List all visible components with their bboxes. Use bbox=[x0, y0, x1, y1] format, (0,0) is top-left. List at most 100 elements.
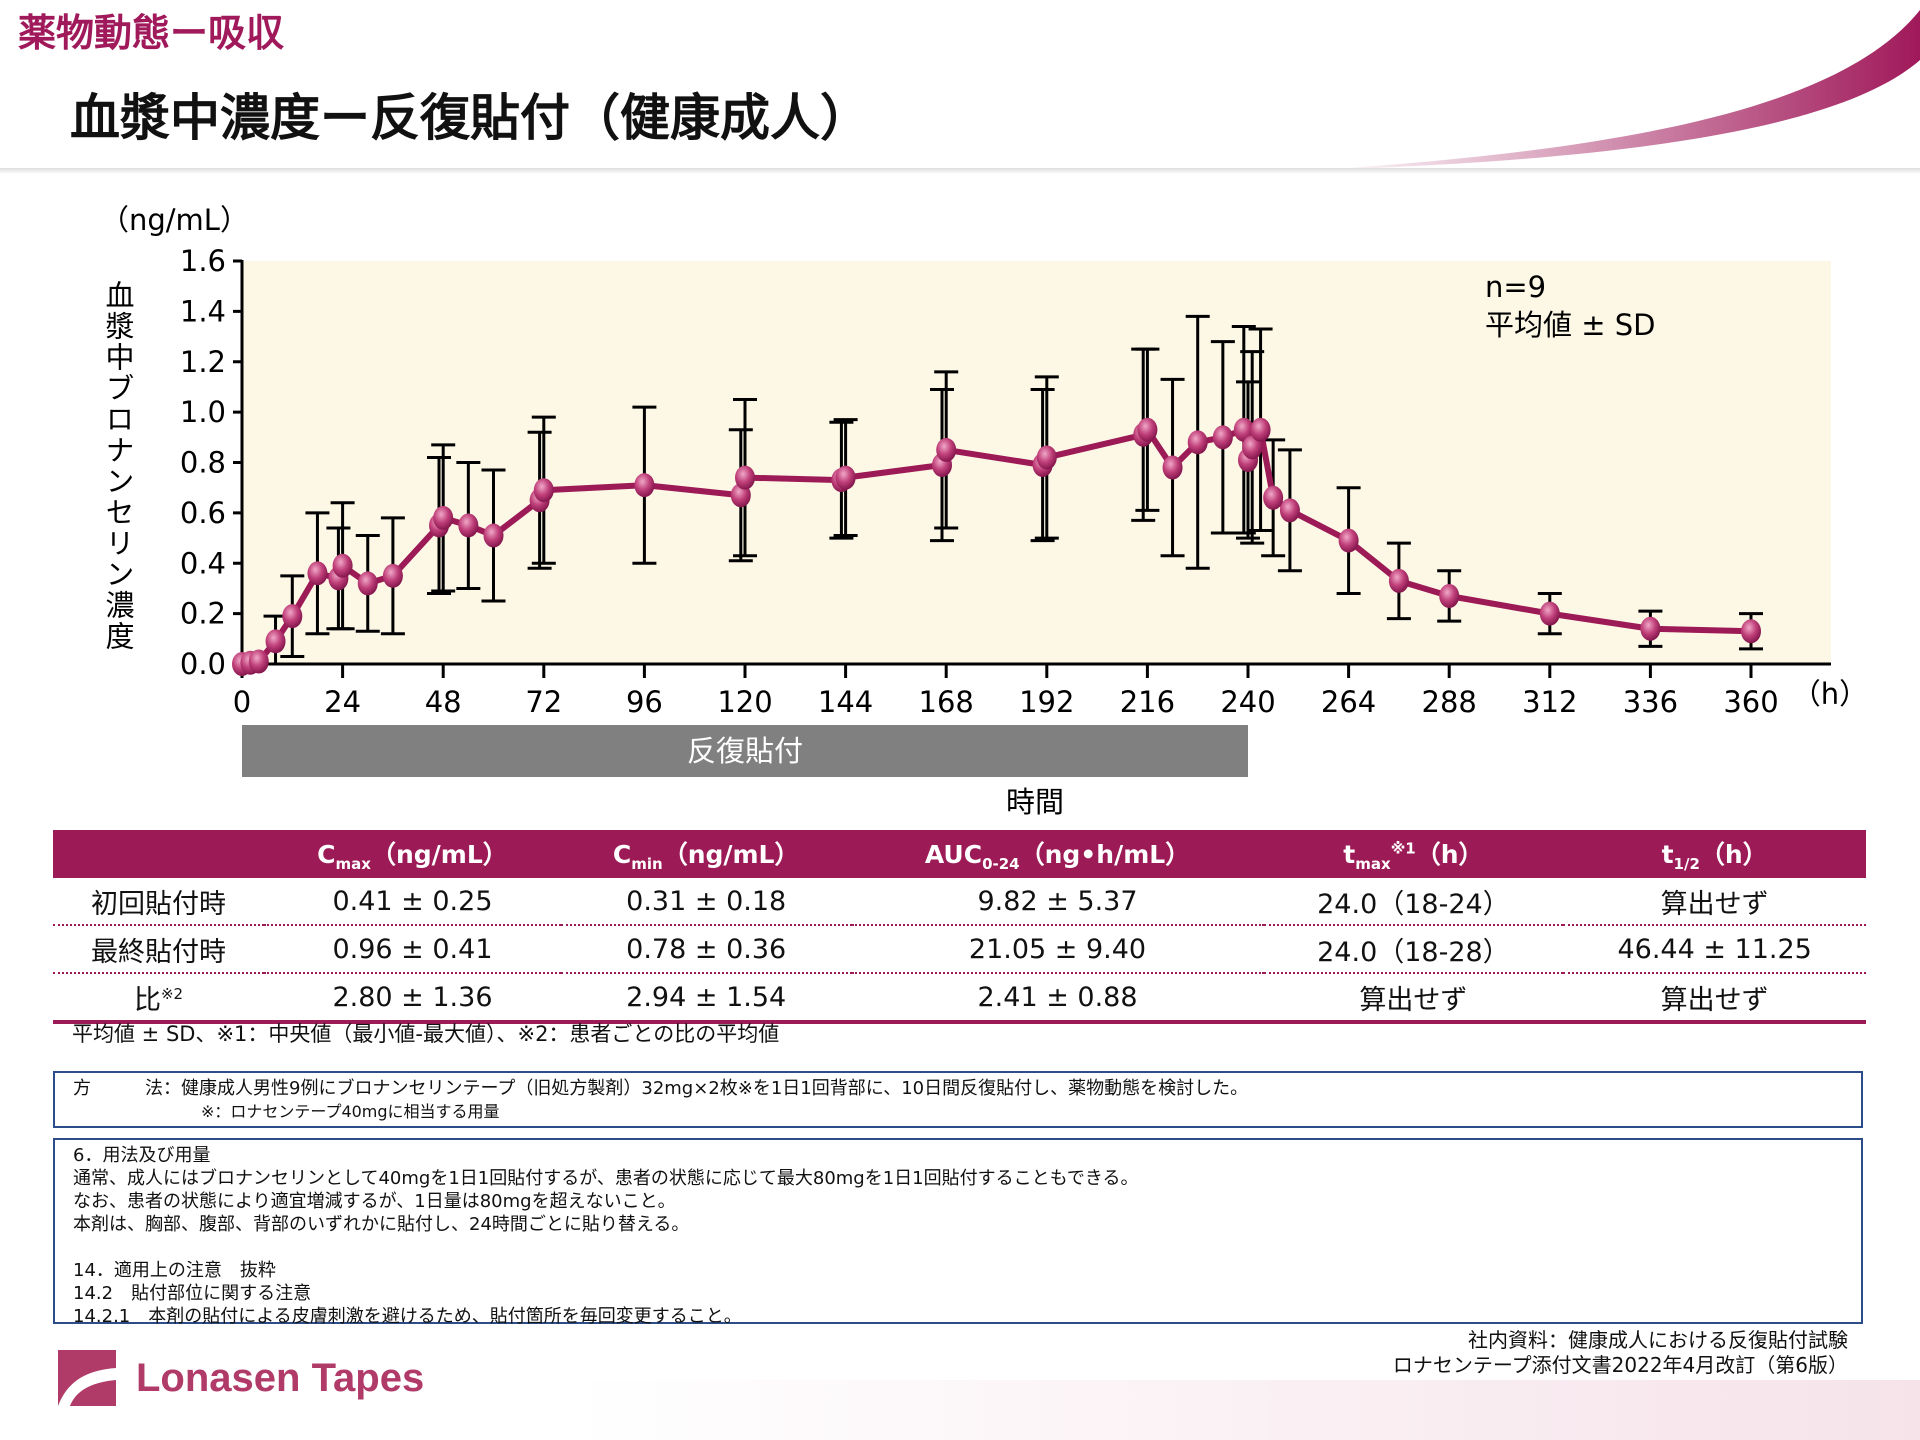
annotation-stat: 平均値 ± SD bbox=[1485, 308, 1655, 342]
table-row: 比※2 2.80 ± 1.36 2.94 ± 1.54 2.41 ± 0.88 算出せず… bbox=[53, 973, 1866, 1024]
dosage-box: 6．用法及び用量 通常、成人にはブロナンセリンとして40mgを1日1回貼付するが、… bbox=[53, 1138, 1863, 1327]
header-unit: （ng/mL） bbox=[370, 840, 508, 869]
y-tick-label: 1.0 bbox=[180, 395, 226, 429]
header-main: C bbox=[612, 840, 632, 869]
table-row: 最終貼付時 0.96 ± 0.41 0.78 ± 0.36 21.05 ± 9.40 2… bbox=[53, 925, 1866, 974]
x-tick-label: 216 bbox=[1120, 685, 1175, 719]
source-line: 社内資料：健康成人における反復貼付試験 bbox=[1468, 1328, 1848, 1352]
dosage-line: 14.2 貼付部位に関する注意 bbox=[73, 1283, 312, 1304]
pk-parameter-table: Cmax（ng/mL） Cmin（ng/mL） AUC0-24（ng•h/mL） tm… bbox=[53, 830, 1866, 1024]
y-tick-label: 0.8 bbox=[180, 446, 226, 480]
header-unit: （h） bbox=[1415, 840, 1484, 869]
x-tick-label: 312 bbox=[1522, 685, 1577, 719]
data-point bbox=[458, 513, 479, 538]
header-main: t bbox=[1343, 840, 1356, 869]
header-main: AUC bbox=[924, 840, 983, 869]
dosage-line bbox=[73, 1236, 1843, 1259]
column-header bbox=[53, 830, 265, 878]
data-point bbox=[248, 649, 269, 674]
data-point bbox=[634, 473, 655, 498]
x-tick-label: 48 bbox=[425, 685, 462, 719]
data-point bbox=[1137, 417, 1158, 442]
data-point bbox=[1741, 619, 1761, 644]
data-point bbox=[1233, 417, 1254, 442]
dosage-line: 通常、成人にはブロナンセリンとして40mgを1日1回貼付するが、患者の状態に応じ… bbox=[73, 1168, 1139, 1189]
method-note: ※：ロナセンテープ40mgに相当する用量 bbox=[201, 1102, 500, 1121]
y-axis-label: 血漿中ブロナンセリン濃度 bbox=[101, 280, 135, 652]
dosage-line: なお、患者の状態により適宜増減するが、1日量は80mgを超えないこと。 bbox=[73, 1191, 676, 1212]
column-header: Cmin（ng/mL） bbox=[560, 830, 852, 878]
data-point bbox=[1250, 417, 1271, 442]
data-point bbox=[1036, 445, 1057, 470]
y-unit: （ng/mL） bbox=[100, 203, 249, 237]
data-point bbox=[533, 478, 554, 503]
x-tick-label: 0 bbox=[233, 685, 251, 719]
x-tick-label: 360 bbox=[1723, 685, 1778, 719]
data-point bbox=[382, 563, 403, 588]
dosage-line: 14.2.1 本剤の貼付による皮膚刺激を避けるため、貼付箇所を毎回変更すること。 bbox=[73, 1306, 742, 1327]
table-cell: 算出せず bbox=[1563, 878, 1866, 926]
logo-mark-icon bbox=[58, 1350, 116, 1406]
column-header: t1/2（h） bbox=[1563, 830, 1866, 878]
column-header: AUC0-24（ng•h/mL） bbox=[851, 830, 1264, 878]
header-divider bbox=[0, 168, 1920, 174]
x-unit: （h） bbox=[1792, 677, 1868, 711]
dosage-line: 6．用法及び用量 bbox=[73, 1145, 211, 1166]
data-point bbox=[1187, 430, 1208, 455]
header-sub: 0-24 bbox=[982, 855, 1020, 873]
x-tick-label: 96 bbox=[626, 685, 663, 719]
table-cell: 2.41 ± 0.88 bbox=[851, 973, 1264, 1024]
header-swoosh bbox=[1320, 10, 1920, 170]
row-label: 最終貼付時 bbox=[53, 925, 265, 974]
data-point bbox=[1263, 485, 1284, 510]
header-unit: （ng/mL） bbox=[662, 840, 800, 869]
table-cell: 9.82 ± 5.37 bbox=[851, 878, 1264, 926]
header-main: C bbox=[317, 840, 336, 869]
logo-text: Lonasen Tapes bbox=[136, 1355, 425, 1400]
data-point bbox=[1242, 435, 1263, 460]
x-tick-label: 240 bbox=[1220, 685, 1275, 719]
table-cell: 算出せず bbox=[1263, 973, 1564, 1024]
x-tick-label: 24 bbox=[324, 685, 361, 719]
table-footnote: 平均値 ± SD、※1：中央値（最小値-最大値）、※2：患者ごとの比の平均値 bbox=[72, 1022, 780, 1046]
data-point bbox=[433, 505, 454, 530]
x-tick-label: 72 bbox=[525, 685, 562, 719]
dosage-line: 本剤は、胸部、腹部、背部のいずれかに貼付し、24時間ごとに貼り替える。 bbox=[73, 1214, 690, 1235]
header-sub: min bbox=[631, 855, 663, 873]
data-point bbox=[735, 465, 755, 490]
dosing-period-label: 反復貼付 bbox=[687, 734, 803, 768]
data-point bbox=[1388, 568, 1409, 593]
column-header: tmax※1（h） bbox=[1263, 830, 1564, 878]
header-unit: （h） bbox=[1699, 840, 1768, 869]
data-point bbox=[1338, 528, 1359, 553]
y-tick-label: 1.6 bbox=[180, 244, 226, 278]
table-cell: 21.05 ± 9.40 bbox=[851, 925, 1264, 974]
header-main: t bbox=[1661, 840, 1674, 869]
data-point bbox=[332, 553, 353, 578]
x-tick-label: 192 bbox=[1019, 685, 1074, 719]
x-tick-label: 120 bbox=[717, 685, 772, 719]
page-title: 血漿中濃度ー反復貼付（健康成人） bbox=[70, 89, 870, 147]
section-title: 薬物動態ー吸収 bbox=[18, 11, 285, 55]
concentration-chart: 0.0 0.2 0.4 0.6 0.8 1.0 1.2 1.4 1.6 0 24 48 72 96 120 1… bbox=[100, 203, 1868, 819]
data-point bbox=[265, 629, 286, 654]
dosage-line: 14．適用上の注意 抜粋 bbox=[73, 1260, 276, 1281]
table-cell: 0.78 ± 0.36 bbox=[560, 925, 852, 974]
y-tick-label: 0.4 bbox=[180, 546, 226, 580]
method-text: 方 法：健康成人男性9例にブロナンセリンテープ（旧処方製剤）32mg×2枚※を1… bbox=[73, 1078, 1249, 1099]
x-axis-label: 時間 bbox=[1006, 785, 1064, 819]
method-box: 方 法：健康成人男性9例にブロナンセリンテープ（旧処方製剤）32mg×2枚※を1… bbox=[53, 1071, 1863, 1128]
data-point bbox=[1640, 616, 1661, 641]
data-point bbox=[936, 437, 957, 462]
data-point bbox=[307, 561, 328, 586]
x-tick-label: 168 bbox=[919, 685, 974, 719]
x-tick-label: 288 bbox=[1422, 685, 1477, 719]
data-point bbox=[1212, 425, 1233, 450]
source-line: ロナセンテープ添付文書2022年4月改訂（第6版） bbox=[1392, 1353, 1848, 1377]
table-cell: 2.80 ± 1.36 bbox=[264, 973, 561, 1024]
x-tick-label: 264 bbox=[1321, 685, 1376, 719]
data-point bbox=[1162, 455, 1183, 480]
column-header: Cmax（ng/mL） bbox=[264, 830, 561, 878]
header-sub: max bbox=[335, 855, 371, 873]
row-label: 比※2 bbox=[53, 973, 265, 1024]
